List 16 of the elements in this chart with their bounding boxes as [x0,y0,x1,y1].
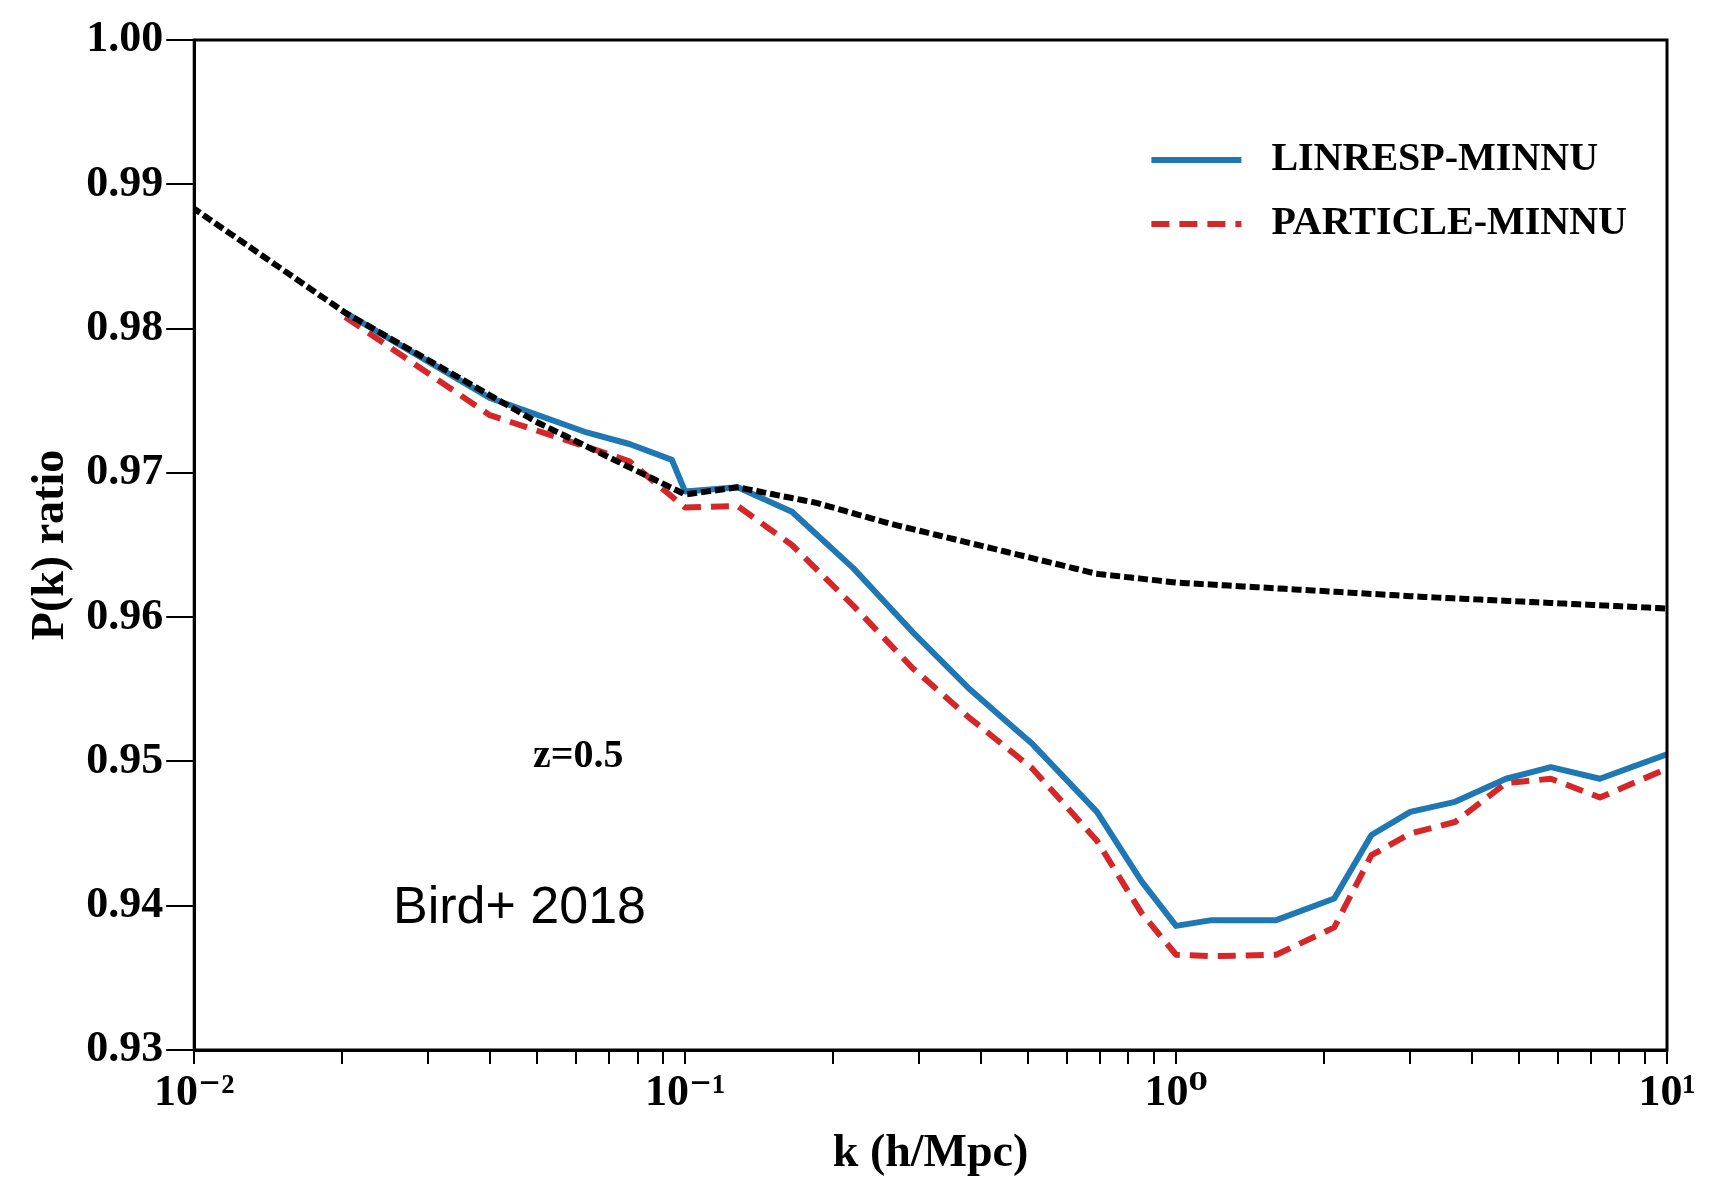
annotation: z=0.5 [532,731,624,777]
y-tick-label: 0.98 [86,300,164,350]
annotation: Bird+ 2018 [393,875,646,934]
x-tick-label: 10¹ [1638,1065,1696,1115]
y-tick-label: 1.00 [86,12,164,62]
x-tick-label: 10⁰ [1144,1065,1208,1115]
x-axis-title: k (h/Mpc) [832,1125,1029,1177]
legend-label: PARTICLE-MINNU [1271,198,1627,244]
y-tick-label: 0.95 [86,733,164,783]
y-axis-title: P(k) ratio [22,449,74,641]
y-tick-label: 0.99 [86,156,164,206]
y-tick-label: 0.96 [86,589,164,639]
x-tick-label: 10⁻¹ [644,1065,726,1115]
y-tick-label: 0.97 [86,445,164,495]
y-tick-label: 0.94 [86,878,164,928]
legend-label: LINRESP-MINNU [1271,134,1599,180]
